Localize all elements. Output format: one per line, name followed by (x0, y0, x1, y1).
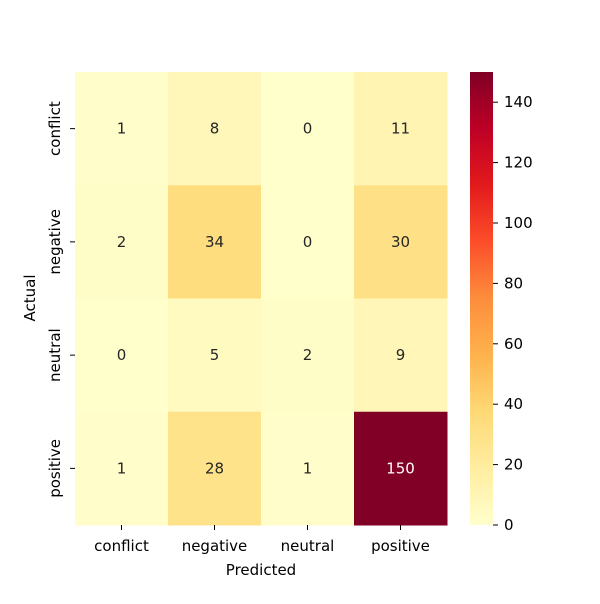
heatmap-cell-label-conflict-neutral: 0 (303, 120, 313, 138)
x-tick-label-positive: positive (371, 537, 430, 555)
heatmap-cell-label-negative-positive: 30 (391, 233, 410, 251)
colorbar-tick-label-120: 120 (504, 154, 533, 172)
heatmap-cell-label-positive-negative: 28 (205, 459, 224, 477)
colorbar-tick-label-20: 20 (504, 456, 523, 474)
colorbar-tick-label-100: 100 (504, 214, 533, 232)
heatmap-cell-conflict-positive (354, 72, 448, 186)
y-axis-ticks: conflict negative neutral positive (46, 101, 75, 498)
heatmap-cell-conflict-negative (168, 72, 262, 186)
colorbar-tick-label-0: 0 (504, 516, 514, 534)
colorbar-ticks: 0 20 40 60 80 100 120 140 (493, 93, 533, 534)
heatmap-cell-label-neutral-negative: 5 (210, 346, 220, 364)
heatmap-cell-label-neutral-positive: 9 (396, 346, 406, 364)
colorbar-tick-label-40: 40 (504, 395, 523, 413)
heatmap-cell-label-negative-neutral: 0 (303, 233, 313, 251)
heatmap-cell-neutral-positive (354, 298, 448, 413)
heatmap-cell-positive-positive (354, 411, 448, 526)
colorbar-tick-label-140: 140 (504, 93, 533, 111)
heatmap-cell-labels: 1 8 0 11 2 34 0 30 0 5 2 9 1 28 1 150 (117, 120, 415, 478)
heatmap-cell-label-conflict-positive: 11 (391, 120, 410, 138)
heatmap-cell-negative-negative (168, 185, 262, 299)
heatmap-cell-label-positive-neutral: 1 (303, 459, 313, 477)
heatmap-cell-negative-conflict (75, 185, 169, 299)
x-tick-label-negative: negative (182, 537, 248, 555)
heatmap-cell-label-negative-conflict: 2 (117, 233, 127, 251)
heatmap-cell-label-conflict-negative: 8 (210, 120, 220, 138)
y-tick-label-neutral: neutral (46, 328, 64, 382)
heatmap-cell-neutral-conflict (75, 298, 169, 413)
heatmap-cell-neutral-negative (168, 298, 262, 413)
heatmap-cell-neutral-neutral (261, 298, 355, 413)
y-tick-label-negative: negative (46, 209, 64, 275)
heatmap-cell-label-conflict-conflict: 1 (117, 120, 127, 138)
heatmap-cell-negative-positive (354, 185, 448, 299)
heatmap-cell-conflict-conflict (75, 72, 169, 186)
heatmap-cell-label-neutral-conflict: 0 (117, 346, 127, 364)
x-axis-label: Predicted (226, 561, 296, 579)
heatmap-cell-label-negative-negative: 34 (205, 233, 224, 251)
x-axis-ticks: conflict negative neutral positive (94, 525, 430, 555)
heatmap-cell-label-neutral-neutral: 2 (303, 346, 313, 364)
heatmap-cell-label-positive-conflict: 1 (117, 459, 127, 477)
heatmap-cell-label-positive-positive: 150 (386, 459, 415, 477)
x-tick-label-neutral: neutral (281, 537, 335, 555)
heatmap-cell-negative-neutral (261, 185, 355, 299)
y-axis-label: Actual (21, 275, 39, 322)
heatmap-cell-positive-neutral (261, 411, 355, 526)
y-tick-label-conflict: conflict (46, 101, 64, 156)
heatmap-cells (75, 72, 448, 526)
heatmap-cell-conflict-neutral (261, 72, 355, 186)
heatmap-cell-positive-negative (168, 411, 262, 526)
colorbar-tick-label-80: 80 (504, 274, 523, 292)
x-tick-label-conflict: conflict (94, 537, 149, 555)
heatmap-cell-positive-conflict (75, 411, 169, 526)
colorbar-tick-label-60: 60 (504, 335, 523, 353)
y-tick-label-positive: positive (46, 439, 64, 498)
colorbar (470, 72, 493, 525)
